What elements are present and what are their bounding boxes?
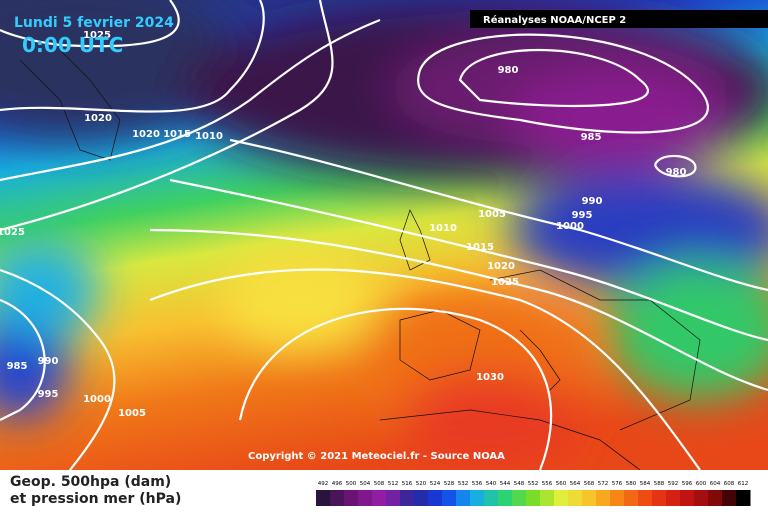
scale-swatch	[680, 490, 695, 506]
isobar-label: 990	[582, 196, 603, 207]
scale-label: 536	[472, 481, 483, 487]
field	[0, 0, 768, 490]
scale-swatch	[694, 490, 709, 506]
scale-swatch	[470, 490, 485, 506]
isobar-label: 1005	[478, 209, 506, 220]
scale-label: 520	[416, 481, 427, 487]
scale-label: 504	[360, 481, 371, 487]
scale-swatch	[708, 490, 723, 506]
scale-label: 596	[682, 481, 693, 487]
scale-swatch	[330, 490, 345, 506]
isobar-label: 1025	[491, 277, 519, 288]
scale-label: 496	[332, 481, 343, 487]
scale-label: 512	[388, 481, 399, 487]
source-box	[470, 10, 768, 28]
copyright: Copyright © 2021 Meteociel.fr - Source N…	[248, 451, 505, 462]
scale-swatch	[442, 490, 457, 506]
legend-title: Geop. 500hpa (dam)	[10, 474, 171, 490]
isobar-label: 985	[581, 132, 602, 143]
isobar-label: 1000	[556, 221, 584, 232]
scale-swatch	[456, 490, 471, 506]
scale-swatch	[428, 490, 443, 506]
isobar-label: 1000	[83, 394, 111, 405]
scale-swatch	[722, 490, 737, 506]
isobar-label: 1025	[83, 30, 111, 41]
scale-swatch	[386, 490, 401, 506]
scale-label: 592	[668, 481, 679, 487]
isobar-label: 1015	[466, 242, 494, 253]
time: 0:00 UTC	[22, 33, 123, 57]
scale-label: 532	[458, 481, 469, 487]
scale-swatch	[554, 490, 569, 506]
scale-label: 612	[738, 481, 749, 487]
scale-swatch	[316, 490, 331, 506]
scale-label: 556	[542, 481, 553, 487]
scale-swatch	[568, 490, 583, 506]
scale-label: 508	[374, 481, 385, 487]
scale-swatch	[624, 490, 639, 506]
scale-swatch	[582, 490, 597, 506]
scale-label: 548	[514, 481, 525, 487]
isobar-label: 1020	[132, 129, 160, 140]
scale-swatch	[512, 490, 527, 506]
isobars	[0, 0, 768, 470]
scale-label: 524	[430, 481, 441, 487]
scale-swatch	[484, 490, 499, 506]
scale-swatch	[344, 490, 359, 506]
scale-label: 600	[696, 481, 707, 487]
isobar-label: 995	[572, 210, 593, 221]
scale-label: 492	[318, 481, 329, 487]
scale-label: 540	[486, 481, 497, 487]
isobar-label: 985	[7, 361, 28, 372]
isobar-label: 980	[666, 167, 687, 178]
scale-label: 584	[640, 481, 651, 487]
date: Lundi 5 fevrier 2024	[14, 15, 174, 31]
scale-label: 572	[598, 481, 609, 487]
scale-swatch	[372, 490, 387, 506]
isobar-label: 1010	[195, 131, 223, 142]
source: Réanalyses NOAA/NCEP 2	[483, 14, 626, 26]
scale-swatch	[400, 490, 415, 506]
scale-label: 552	[528, 481, 539, 487]
scale-label: 560	[556, 481, 567, 487]
isobar-label: 1030	[476, 372, 504, 383]
scale-swatch	[526, 490, 541, 506]
isobar-label: 1020	[487, 261, 515, 272]
isobar-labels: 1025 1020 1020 1015 1010 1025 990 985 99…	[0, 30, 686, 419]
scale-swatch	[540, 490, 555, 506]
scale-label: 568	[584, 481, 595, 487]
scale-label: 608	[724, 481, 735, 487]
scale-label: 588	[654, 481, 665, 487]
scale-label: 516	[402, 481, 413, 487]
isobar-label: 1010	[429, 223, 457, 234]
isobar-label: 1015	[163, 129, 191, 140]
legend-subtitle: et pression mer (hPa)	[10, 491, 181, 507]
isobar-label: 1020	[84, 113, 112, 124]
scale-swatch	[652, 490, 667, 506]
isobar-label: 995	[38, 389, 59, 400]
scale-swatch	[498, 490, 513, 506]
scale-label: 544	[500, 481, 511, 487]
scale-swatch	[358, 490, 373, 506]
scale-swatch	[610, 490, 625, 506]
scale-swatch	[414, 490, 429, 506]
isobar-label: 990	[38, 356, 59, 367]
scale-label: 528	[444, 481, 455, 487]
isobar-label: 980	[498, 65, 519, 76]
scale-label: 500	[346, 481, 357, 487]
scale-swatch	[638, 490, 653, 506]
color-scale: 492 496 500 504 508 512 516 520 524 528 532 536 540 5…	[316, 481, 751, 506]
scale-label: 580	[626, 481, 637, 487]
isobar-label: 1005	[118, 408, 146, 419]
scale-swatch	[596, 490, 611, 506]
isobar-label: 1025	[0, 227, 25, 238]
scale-label: 576	[612, 481, 623, 487]
scale-swatch	[736, 490, 751, 506]
scale-label: 564	[570, 481, 581, 487]
scale-swatch	[666, 490, 681, 506]
scale-label: 604	[710, 481, 721, 487]
